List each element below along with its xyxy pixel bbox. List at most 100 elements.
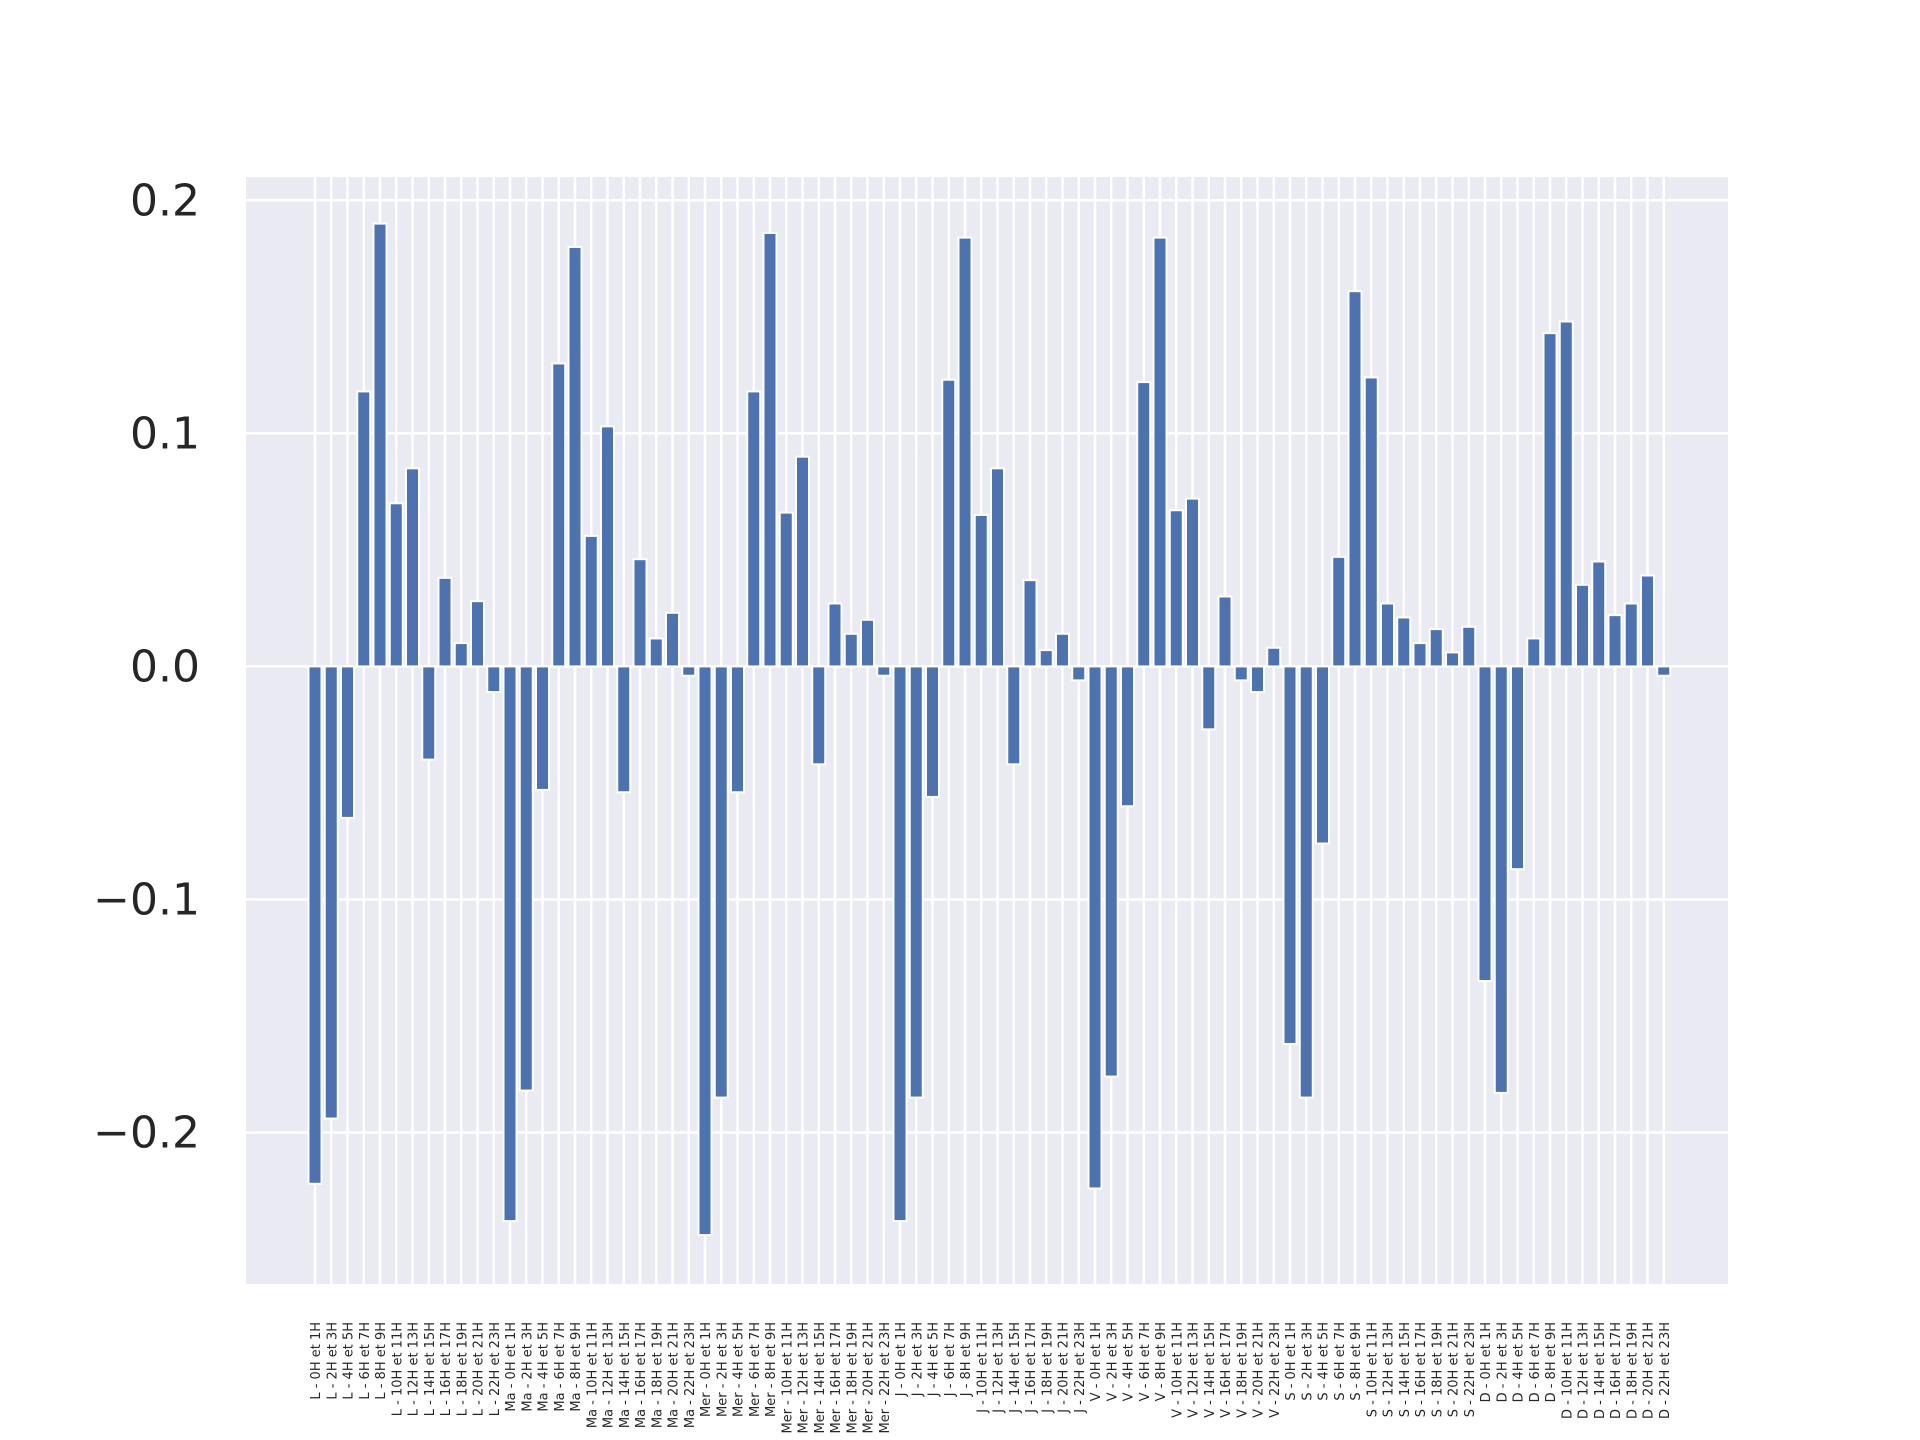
y-tick-label: −0.1: [93, 874, 200, 925]
bar: [340, 665, 355, 819]
x-tick-label: V - 22H et 23H: [1268, 1322, 1283, 1418]
x-tick-label: D - 4H et 5H: [1512, 1322, 1527, 1402]
x-tick-label: Mer - 2H et 3H: [715, 1322, 730, 1417]
bar: [1591, 560, 1607, 668]
x-tick-label: J - 2H et 3H: [910, 1322, 925, 1397]
x-tick-label: J - 22H et 23H: [1073, 1322, 1088, 1414]
bar: [681, 665, 697, 677]
x-tick-label: L - 18H et 19H: [455, 1322, 470, 1416]
bar: [405, 467, 420, 668]
bar: [713, 665, 729, 1099]
bar: [1542, 332, 1558, 668]
bar: [1331, 555, 1347, 668]
x-tick-label: D - 18H et 19H: [1625, 1322, 1640, 1419]
x-tick-label: S - 4H et 5H: [1317, 1322, 1332, 1401]
bar: [632, 558, 648, 668]
bar: [1477, 665, 1493, 983]
bar: [1640, 574, 1655, 668]
x-tick-label: V - 14H et 15H: [1203, 1322, 1218, 1418]
y-tick-label: 0.2: [130, 175, 200, 226]
bar: [600, 425, 615, 668]
x-tick-label: Ma - 20H et 21H: [667, 1322, 682, 1428]
bar: [551, 362, 567, 668]
bar: [860, 618, 875, 668]
x-tick-label: V - 0H et 1H: [1089, 1322, 1104, 1401]
x-tick-label: Mer - 22H et 23H: [878, 1322, 893, 1434]
x-tick-label: Mer - 0H et 1H: [699, 1322, 714, 1417]
x-tick-label: S - 18H et 19H: [1430, 1322, 1445, 1417]
bar: [1022, 579, 1038, 668]
x-tick-label: J - 16H et 17H: [1024, 1322, 1039, 1414]
x-axis-ticks: L - 0H et 1H L - 2H et 3H L - 4H et 5H L - …: [309, 1322, 1673, 1434]
x-tick-label: V - 6H et 7H: [1138, 1322, 1153, 1401]
bar: [616, 665, 632, 794]
bar: [502, 665, 518, 1223]
x-tick-label: S - 6H et 7H: [1333, 1322, 1348, 1401]
x-tick-label: V - 18H et 19H: [1235, 1322, 1250, 1418]
x-tick-label: D - 20H et 21H: [1642, 1322, 1657, 1419]
bar: [990, 467, 1005, 668]
bar: [827, 602, 843, 668]
x-tick-label: Mer - 16H et 17H: [829, 1322, 844, 1434]
bar: [1298, 665, 1314, 1099]
bar: [1006, 665, 1022, 766]
bar: [1250, 665, 1265, 694]
x-tick-label: Mer - 12H et 13H: [797, 1322, 812, 1434]
x-tick-label: Ma - 0H et 1H: [504, 1322, 519, 1412]
x-tick-label: D - 10H et 11H: [1560, 1322, 1575, 1419]
bar: [1656, 665, 1672, 677]
x-tick-label: J - 4H et 5H: [927, 1322, 942, 1397]
x-tick-label: Ma - 8H et 9H: [569, 1322, 584, 1412]
bar: [1623, 602, 1639, 668]
x-tick-label: L - 4H et 5H: [342, 1322, 357, 1400]
x-tick-label: S - 8H et 9H: [1349, 1322, 1364, 1401]
x-tick-label: L - 12H et 13H: [407, 1322, 422, 1416]
bar: [1201, 665, 1217, 731]
bar: [1136, 381, 1152, 668]
bar: [1266, 646, 1282, 668]
bar: [697, 665, 713, 1237]
x-tick-label: Mer - 4H et 5H: [732, 1322, 747, 1417]
x-tick-label: D - 8H et 9H: [1544, 1322, 1559, 1402]
y-axis-ticks: −0.2 −0.1 0.0 0.1 0.2: [93, 175, 200, 1158]
x-tick-label: V - 16H et 17H: [1219, 1322, 1234, 1418]
bar: [356, 390, 372, 668]
bar: [1510, 665, 1525, 871]
bar: [1428, 628, 1444, 668]
x-tick-label: J - 8H et 9H: [959, 1322, 974, 1397]
x-tick-label: D - 2H et 3H: [1495, 1322, 1510, 1402]
bar: [583, 534, 599, 668]
bars: [307, 222, 1672, 1237]
x-tick-label: L - 22H et 23H: [488, 1322, 503, 1416]
bar: [778, 511, 794, 668]
x-tick-label: V - 4H et 5H: [1122, 1322, 1137, 1401]
x-tick-label: V - 2H et 3H: [1105, 1322, 1120, 1401]
x-tick-label: L - 6H et 7H: [358, 1322, 373, 1400]
x-tick-label: S - 0H et 1H: [1284, 1322, 1299, 1401]
bar: [1607, 614, 1623, 668]
bar: [1071, 665, 1087, 682]
bar: [730, 665, 745, 794]
bar: [746, 390, 762, 668]
x-tick-label: Mer - 20H et 21H: [862, 1322, 877, 1434]
x-tick-label: Ma - 10H et 11H: [585, 1322, 600, 1428]
bar: [973, 513, 989, 668]
x-tick-label: D - 22H et 23H: [1658, 1322, 1673, 1419]
bar: [1282, 665, 1298, 1045]
bar: [1152, 236, 1168, 668]
x-tick-label: Ma - 16H et 17H: [634, 1322, 649, 1428]
x-tick-label: Mer - 10H et 11H: [780, 1322, 795, 1434]
x-tick-label: Mer - 6H et 7H: [748, 1322, 763, 1417]
x-tick-label: D - 0H et 1H: [1479, 1322, 1494, 1402]
x-tick-label: L - 0H et 1H: [309, 1322, 324, 1400]
bar: [1055, 632, 1070, 668]
bar: [1396, 616, 1412, 668]
bar: [421, 665, 437, 761]
bar: [1445, 651, 1460, 668]
bar: [648, 637, 664, 668]
bar: [453, 642, 469, 668]
x-tick-label: Ma - 18H et 19H: [650, 1322, 665, 1428]
x-tick-label: J - 12H et 13H: [992, 1322, 1007, 1414]
bar: [1526, 637, 1542, 668]
bar: [1103, 665, 1119, 1078]
